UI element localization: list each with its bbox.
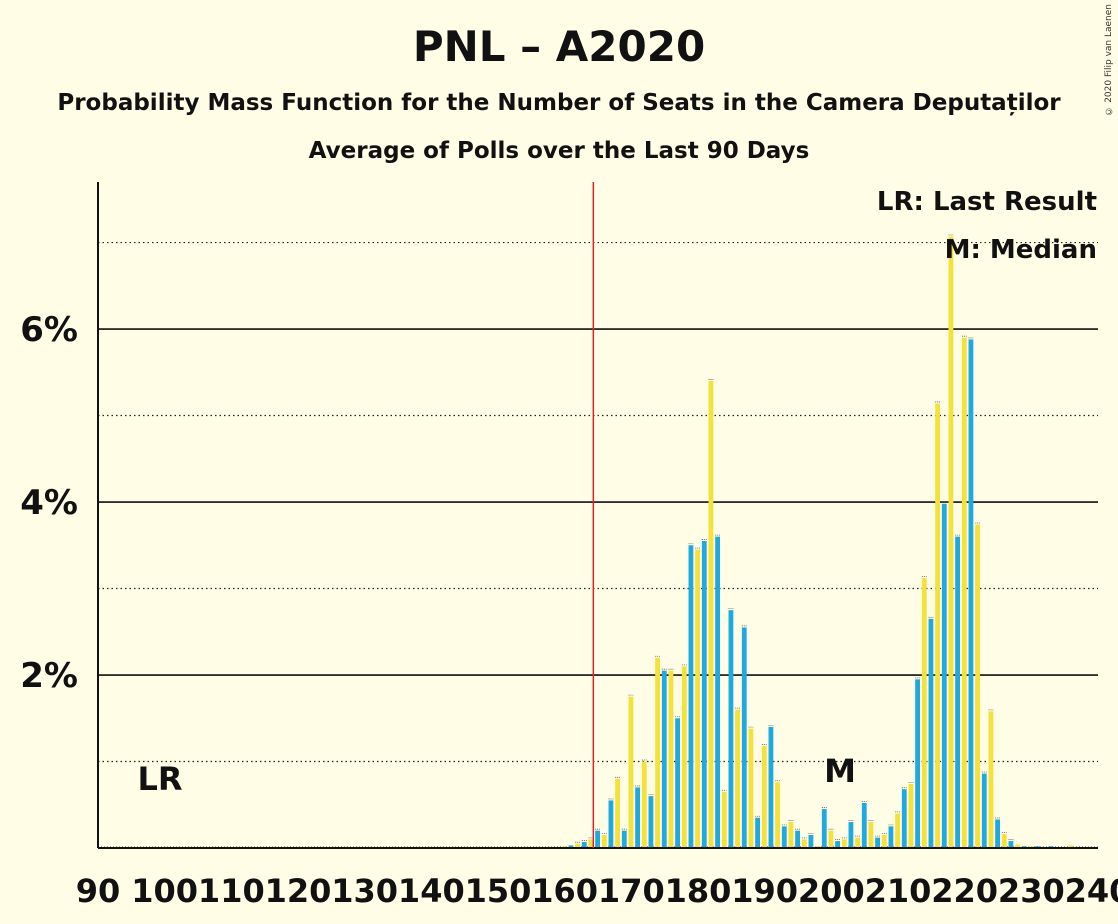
bar-seat-194 bbox=[788, 822, 794, 848]
bar-seat-168 bbox=[615, 778, 620, 848]
bar-seat-199 bbox=[821, 809, 827, 848]
x-tick-label: 170 bbox=[598, 872, 665, 910]
y-tick-label: 6% bbox=[20, 310, 78, 350]
bar-seat-220 bbox=[961, 337, 967, 848]
x-tick-label: 230 bbox=[998, 872, 1065, 910]
bar-seat-217 bbox=[941, 503, 947, 848]
bar-seat-161 bbox=[568, 845, 574, 848]
chart-title: PNL – A2020 bbox=[412, 22, 706, 71]
x-tick-label: 130 bbox=[331, 872, 398, 910]
bar-seat-163 bbox=[581, 841, 587, 848]
bar-seat-204 bbox=[855, 837, 860, 848]
bar-seat-187 bbox=[741, 627, 747, 848]
bar-seat-214 bbox=[921, 578, 927, 848]
bar-seat-212 bbox=[908, 783, 914, 848]
bar-seat-175 bbox=[661, 670, 667, 848]
bar-seat-206 bbox=[868, 822, 874, 848]
bar-seat-169 bbox=[621, 830, 627, 848]
bar-seat-193 bbox=[781, 826, 787, 848]
x-tick-label: 240 bbox=[1065, 872, 1118, 910]
bar-seat-174 bbox=[655, 657, 660, 848]
bar-seat-221 bbox=[968, 339, 974, 848]
bar-seat-236 bbox=[1068, 845, 1074, 848]
y-tick-label: 2% bbox=[20, 656, 78, 696]
bar-seat-179 bbox=[688, 545, 694, 848]
bar-seat-170 bbox=[628, 696, 634, 848]
bar-seat-208 bbox=[881, 835, 887, 848]
bar-seat-218 bbox=[948, 236, 954, 848]
bar-seat-202 bbox=[841, 839, 847, 848]
x-tick-label: 140 bbox=[398, 872, 465, 910]
bar-seat-203 bbox=[848, 822, 854, 848]
bar-seat-183 bbox=[715, 536, 720, 848]
chart-subtitle-2: Average of Polls over the Last 90 Days bbox=[308, 138, 810, 164]
bar-seat-216 bbox=[935, 403, 940, 848]
bar-seat-209 bbox=[888, 826, 894, 848]
bar-seat-177 bbox=[675, 718, 680, 848]
legend-last-result: LR: Last Result bbox=[877, 187, 1097, 217]
bar-seat-181 bbox=[701, 540, 707, 848]
chart-subtitle: Probability Mass Function for the Number… bbox=[57, 90, 1061, 116]
bar-seat-227 bbox=[1008, 841, 1014, 848]
bar-seat-224 bbox=[988, 711, 994, 848]
bar-seat-166 bbox=[601, 835, 607, 848]
bar-seat-178 bbox=[681, 666, 687, 848]
legend-median: M: Median bbox=[945, 235, 1097, 265]
axes bbox=[97, 182, 1098, 849]
bar-seat-207 bbox=[875, 837, 880, 848]
y-tick-label: 4% bbox=[20, 483, 78, 523]
x-tick-label: 110 bbox=[198, 872, 265, 910]
x-tick-label: 210 bbox=[865, 872, 932, 910]
labels: 2% 4% 6% 90 100 110 120 130 140 150 160 170 180 190 20… bbox=[20, 187, 1118, 910]
bar-seat-188 bbox=[748, 728, 754, 848]
bar-seat-189 bbox=[755, 817, 760, 848]
x-tick-label: 150 bbox=[465, 872, 532, 910]
bar-seat-162 bbox=[575, 843, 580, 848]
bars bbox=[561, 234, 1094, 848]
bar-seat-219 bbox=[955, 536, 960, 848]
bar-seat-185 bbox=[728, 610, 734, 848]
bar-seat-184 bbox=[721, 791, 727, 848]
bar-seat-167 bbox=[608, 800, 614, 848]
bar-seat-200 bbox=[828, 830, 834, 848]
x-tick-label: 220 bbox=[931, 872, 998, 910]
bar-seat-171 bbox=[635, 787, 640, 848]
x-tick-label: 120 bbox=[265, 872, 332, 910]
x-tick-label: 180 bbox=[665, 872, 732, 910]
bar-seat-196 bbox=[801, 839, 807, 848]
bar-seat-205 bbox=[861, 803, 867, 848]
bar-seat-191 bbox=[768, 726, 774, 848]
bar-seat-164 bbox=[588, 839, 594, 848]
x-tick-label: 160 bbox=[531, 872, 598, 910]
last-result-marker: LR bbox=[137, 760, 182, 798]
bar-seat-192 bbox=[775, 782, 780, 848]
bar-seat-173 bbox=[648, 796, 654, 848]
bar-seat-190 bbox=[761, 745, 767, 848]
gridlines bbox=[98, 241, 1098, 847]
bar-seat-182 bbox=[708, 380, 714, 848]
x-tick-label: 200 bbox=[798, 872, 865, 910]
bar-seat-223 bbox=[981, 773, 987, 848]
bar-seat-225 bbox=[995, 819, 1000, 848]
median-marker: M bbox=[824, 752, 856, 790]
bar-seat-210 bbox=[895, 813, 900, 848]
bar-seat-211 bbox=[901, 789, 907, 848]
bar-seat-222 bbox=[975, 524, 980, 848]
x-tick-label: 190 bbox=[731, 872, 798, 910]
bar-seat-172 bbox=[641, 761, 647, 848]
bar-seat-215 bbox=[928, 618, 934, 848]
x-tick-label: 90 bbox=[76, 872, 121, 910]
bar-seat-213 bbox=[915, 679, 920, 848]
bar-seat-180 bbox=[695, 549, 700, 848]
bar-seat-165 bbox=[595, 830, 600, 848]
x-tick-label: 100 bbox=[131, 872, 198, 910]
bar-seat-201 bbox=[835, 841, 840, 848]
bar-seat-195 bbox=[795, 830, 800, 848]
bar-seat-186 bbox=[735, 709, 740, 848]
bar-seat-228 bbox=[1015, 844, 1020, 848]
bar-seat-197 bbox=[808, 835, 814, 848]
bar-seat-226 bbox=[1001, 834, 1007, 848]
bar-seat-176 bbox=[668, 670, 674, 848]
